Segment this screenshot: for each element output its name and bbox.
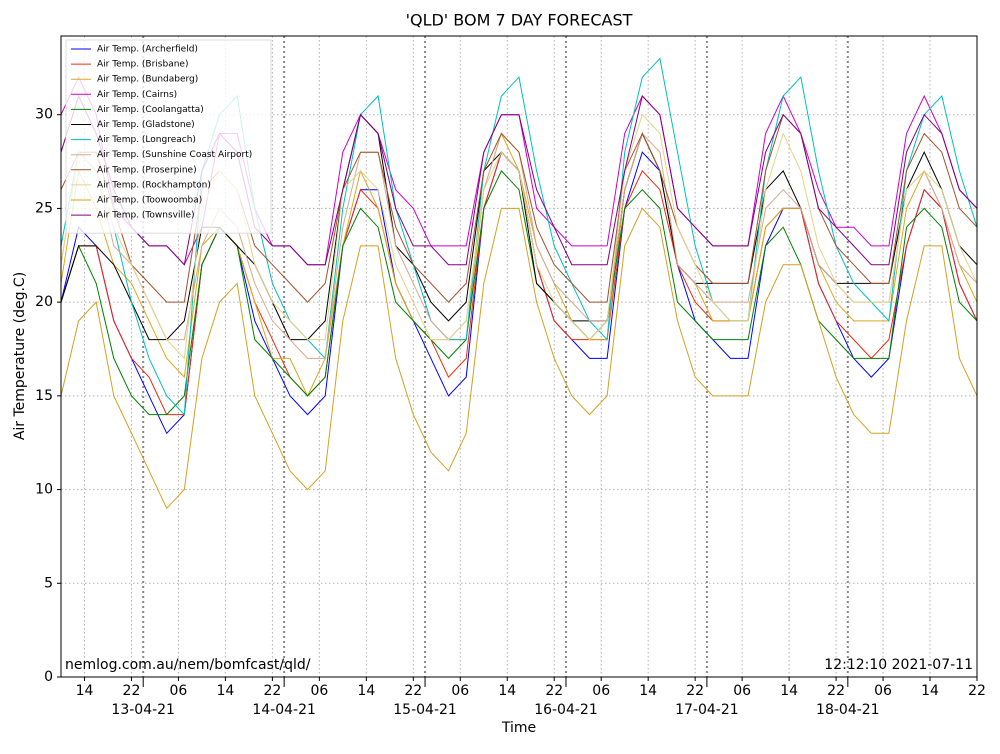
x-tick-label: 22: [827, 683, 845, 699]
date-label: 16-04-21: [534, 702, 598, 718]
legend-box: [65, 39, 272, 234]
legend-label: Air Temp. (Coolangatta): [97, 105, 204, 115]
x-tick-label: 22: [968, 683, 986, 699]
date-label: 15-04-21: [393, 702, 457, 718]
x-tick-label: 06: [170, 683, 188, 699]
date-label: 17-04-21: [675, 702, 739, 718]
y-axis-label: Air Temperature (deg.C): [12, 272, 28, 440]
y-tick-label: 0: [44, 669, 53, 685]
x-tick-label: 06: [733, 683, 751, 699]
x-tick-label: 14: [639, 683, 657, 699]
x-tick-label: 22: [404, 683, 422, 699]
chart-title: 'QLD' BOM 7 DAY FORECAST: [406, 11, 633, 30]
legend-label: Air Temp. (Cairns): [97, 90, 177, 100]
legend-label: Air Temp. (Longreach): [97, 135, 196, 145]
y-tick-label: 20: [35, 294, 53, 310]
legend: Air Temp. (Archerfield) Air Temp. (Brisba…: [65, 39, 272, 234]
x-tick-label: 14: [76, 683, 94, 699]
y-tick-label: 25: [35, 200, 53, 216]
y-tick-label: 10: [35, 482, 53, 498]
series-line: [60, 207, 978, 510]
x-tick-label: 22: [686, 683, 704, 699]
date-label: 13-04-21: [111, 702, 175, 718]
x-tick-label: 06: [874, 683, 892, 699]
annotation: nemlog.com.au/nem/bomfcast/qld/: [65, 657, 311, 673]
x-tick-label: 06: [592, 683, 610, 699]
x-tick-label: 06: [310, 683, 328, 699]
legend-label: Air Temp. (Rockhampton): [97, 180, 211, 190]
x-tick-label: 22: [545, 683, 563, 699]
legend-label: Air Temp. (Toowoomba): [97, 196, 202, 206]
x-tick-label: 14: [921, 683, 939, 699]
legend-label: Air Temp. (Gladstone): [97, 120, 195, 130]
x-axis-label: Time: [501, 720, 536, 736]
legend-label: Air Temp. (Sunshine Coast Airport): [97, 150, 252, 160]
x-tick-label: 14: [357, 683, 375, 699]
legend-label: Air Temp. (Archerfield): [97, 45, 198, 55]
y-tick-label: 5: [44, 575, 53, 591]
legend-label: Air Temp. (Proserpine): [97, 165, 197, 175]
y-tick-label: 15: [35, 388, 53, 404]
x-tick-label: 14: [216, 683, 234, 699]
legend-label: Air Temp. (Bundaberg): [97, 75, 198, 85]
x-tick-label: 14: [498, 683, 516, 699]
x-tick-label: 22: [263, 683, 281, 699]
legend-label: Air Temp. (Townsville): [97, 211, 195, 221]
x-tick-label: 06: [451, 683, 469, 699]
x-tick-label: 14: [780, 683, 798, 699]
y-tick-label: 30: [35, 107, 53, 123]
x-tick-label: 22: [123, 683, 141, 699]
series-line: [60, 170, 978, 416]
date-label: 14-04-21: [252, 702, 316, 718]
legend-label: Air Temp. (Brisbane): [97, 60, 188, 70]
plot-frame: [60, 35, 978, 678]
date-label: 18-04-21: [816, 702, 880, 718]
annotation: 12:12:10 2021-07-11: [824, 657, 973, 673]
